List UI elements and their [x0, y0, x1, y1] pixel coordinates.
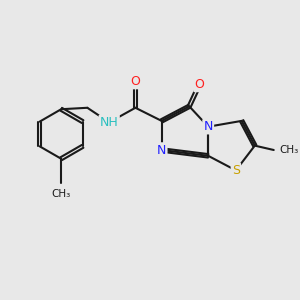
- Text: O: O: [130, 75, 140, 88]
- Text: N: N: [203, 120, 213, 133]
- Text: CH₃: CH₃: [52, 189, 71, 199]
- Text: N: N: [157, 143, 166, 157]
- Text: O: O: [194, 78, 204, 91]
- Text: S: S: [232, 164, 240, 177]
- Text: CH₃: CH₃: [279, 145, 298, 155]
- Text: NH: NH: [100, 116, 118, 129]
